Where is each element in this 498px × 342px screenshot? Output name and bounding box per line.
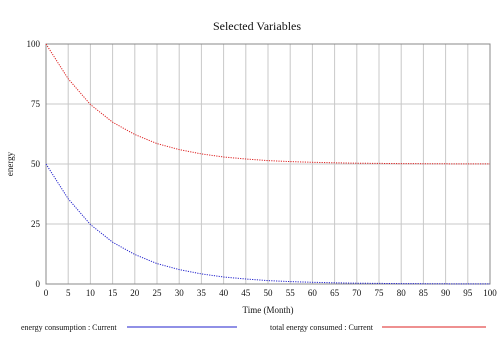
y-axis-label: energy [5, 151, 15, 176]
x-tick-label: 5 [66, 288, 71, 298]
y-tick-label: 50 [31, 159, 41, 169]
legend: energy consumption : Current total energy… [21, 323, 486, 332]
chart-title: Selected Variables [213, 19, 301, 33]
legend-label-2: total energy consumed : Current [270, 323, 374, 332]
y-tick-label: 0 [36, 279, 41, 289]
x-tick-label: 50 [264, 288, 274, 298]
x-tick-label: 35 [197, 288, 207, 298]
x-tick-label: 15 [108, 288, 118, 298]
grid-lines [46, 44, 490, 284]
x-tick-label: 80 [397, 288, 407, 298]
x-tick-label: 65 [330, 288, 340, 298]
x-tick-label: 95 [463, 288, 473, 298]
x-axis-label: Time (Month) [243, 305, 294, 315]
x-tick-label: 30 [175, 288, 185, 298]
x-tick-label: 40 [219, 288, 229, 298]
y-tick-label: 100 [27, 39, 41, 49]
y-axis-ticks: 0 25 50 75 100 [27, 39, 41, 289]
series-line-2 [45, 43, 490, 165]
x-tick-label: 90 [441, 288, 451, 298]
x-tick-label: 45 [241, 288, 251, 298]
legend-label-1: energy consumption : Current [21, 323, 117, 332]
x-tick-label: 60 [308, 288, 318, 298]
x-tick-label: 70 [352, 288, 362, 298]
x-axis-ticks: 0 5 10 15 20 25 30 35 40 45 50 55 60 65 70 75 80 85 90 95 10… [44, 288, 498, 298]
series-line-1 [45, 163, 490, 285]
x-tick-label: 10 [86, 288, 96, 298]
x-tick-label: 0 [44, 288, 49, 298]
y-tick-label: 25 [31, 219, 41, 229]
x-tick-label: 85 [419, 288, 429, 298]
x-tick-label: 55 [286, 288, 296, 298]
x-tick-label: 25 [153, 288, 163, 298]
series-lines [45, 43, 490, 285]
x-tick-label: 75 [375, 288, 385, 298]
x-tick-label: 100 [483, 288, 497, 298]
y-tick-label: 75 [31, 99, 41, 109]
x-tick-label: 20 [130, 288, 140, 298]
